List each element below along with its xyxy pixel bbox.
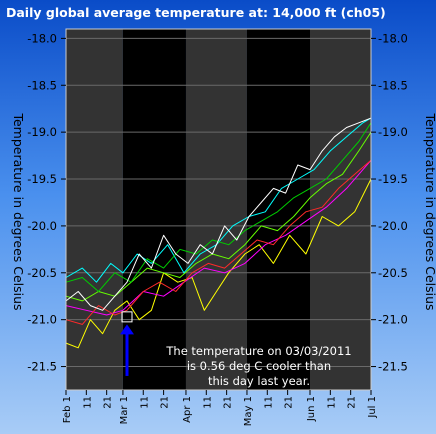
series-line-4 [65,122,372,292]
selected-day-marker [121,311,133,323]
x-tick-label-11: 21 [284,396,295,409]
series-lines [65,117,372,349]
right-tick-label-5: -19.0 [378,125,408,139]
chart-title: Daily global average temperature at: 14,… [6,5,386,20]
grid-lines [66,37,371,368]
x-tick-label-8: 21 [223,396,234,409]
right-tick-label-1: -21.0 [378,313,408,327]
month-bands [66,29,371,390]
left-tick-label-7: -18.0 [27,31,57,45]
annotation-line-2: is 0.56 deg C cooler than [187,359,331,373]
series-line-3 [65,131,372,302]
left-tick-label-0: -21.5 [27,360,57,374]
month-band-2 [185,29,247,390]
x-tick-label-9: May 1 [243,396,254,426]
left-tick-label-4: -19.5 [27,172,57,186]
right-y-ticks: -21.5 -21.0 -20.5 -20.0 -19.5 -19.0 -18.5 -18.0 [371,31,408,374]
left-tick-label-1: -21.0 [27,313,57,327]
month-band-1 [122,29,186,390]
y-axis-label-left: Temperature in degrees Celsius [11,112,26,310]
series-line-2 [65,159,372,316]
annotation-line-1: The temperature on 03/03/2011 [165,344,351,358]
x-tick-label-5: 21 [160,396,171,409]
left-tick-label-2: -20.5 [27,266,57,280]
right-tick-label-2: -20.5 [378,266,408,280]
month-band-3 [246,29,310,390]
x-tick-label-7: 11 [202,396,213,409]
month-band-0 [66,29,123,390]
x-tick-label-1: 11 [82,396,93,409]
y-axis-label-right: Temperature in degrees Celsius [423,112,436,310]
left-tick-label-5: -19.0 [27,125,57,139]
series-line-5 [65,159,372,325]
series-line-6 [65,117,372,311]
left-y-ticks: -21.5 -21.0 -20.5 -20.0 -19.5 -19.0 -18.5 -18.0 [27,31,66,374]
month-band-4 [310,29,371,390]
annotation-text: The temperature on 03/03/2011 is 0.56 de… [165,344,351,388]
x-tick-label-6: Apr 1 [182,396,193,423]
x-tick-label-13: 11 [326,396,337,409]
right-tick-label-0: -21.5 [378,360,408,374]
right-tick-label-4: -19.5 [378,172,408,186]
annotation-line-3: this day last year. [208,374,310,388]
x-tick-label-14: 21 [347,396,358,409]
left-tick-label-6: -18.5 [27,78,57,92]
right-tick-label-6: -18.5 [378,78,408,92]
x-tick-label-10: 11 [263,396,274,409]
x-tick-label-2: 21 [103,396,114,409]
x-tick-label-12: Jun 1 [306,396,317,422]
x-tick-label-3: Mar 1 [119,396,130,424]
x-tick-label-15: Jul 1 [367,396,378,419]
left-tick-label-3: -20.0 [27,219,57,233]
x-tick-label-4: 11 [139,396,150,409]
x-tick-label-0: Feb 1 [62,396,73,423]
plot-frame [65,28,372,391]
pointer-arrow-head [120,324,134,335]
series-line-1 [65,178,372,349]
marker-group [120,311,134,376]
plot-area [65,28,372,391]
right-tick-label-7: -18.0 [378,31,408,45]
x-ticks: Feb 1 11 21 Mar 1 11 21 Apr 1 11 21 May 1 11 21 Jun … [62,390,378,426]
right-tick-label-3: -20.0 [378,219,408,233]
